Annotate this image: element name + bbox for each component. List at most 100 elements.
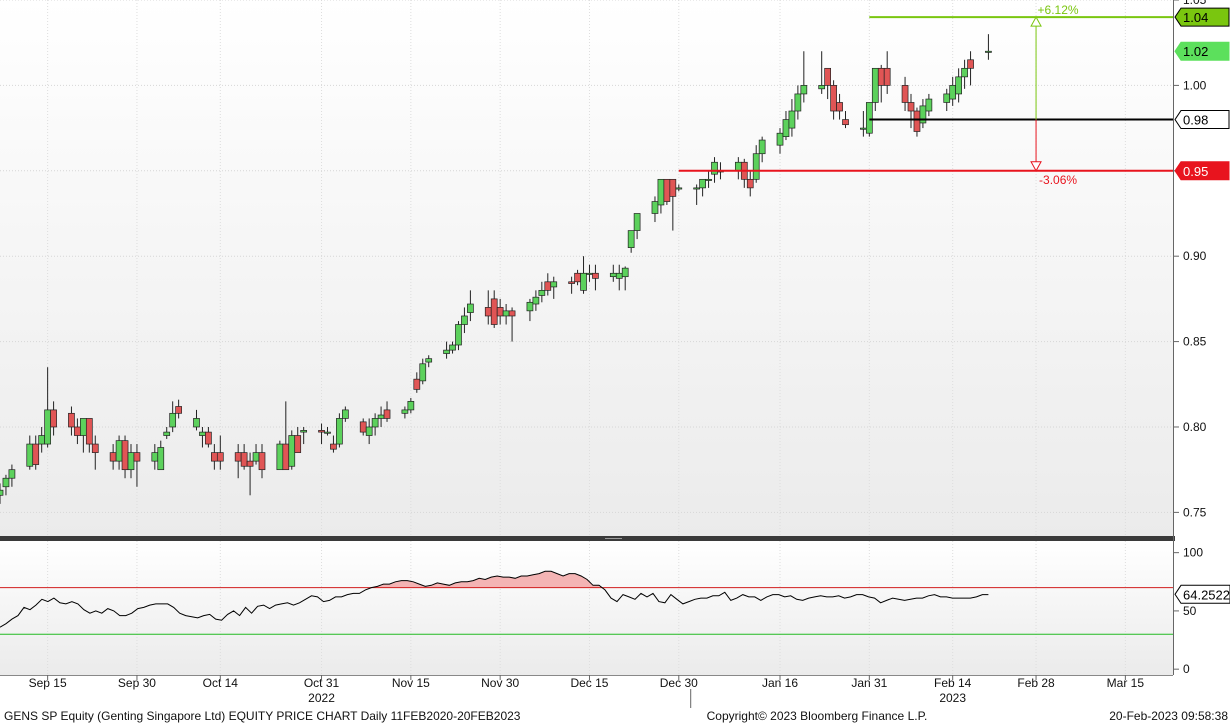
- candle-up: [550, 281, 558, 288]
- price-y-axis: 0.75 0.80 0.85 0.90 0.95 1.00 1.05: [1173, 0, 1207, 519]
- candle-down: [669, 178, 677, 197]
- panel-divider[interactable]: [0, 536, 1175, 541]
- x-tick-label: Feb 28: [1017, 676, 1055, 690]
- candle-up: [776, 132, 784, 146]
- candle-down: [907, 102, 915, 112]
- rsi-y-tick-label: 50: [1183, 604, 1197, 618]
- price-y-tick-label: 1.05: [1183, 0, 1207, 7]
- candle-down: [74, 426, 81, 436]
- candle-up: [818, 85, 826, 90]
- price-y-tick-label: 1.00: [1183, 78, 1207, 92]
- footer-title: GENS SP Equity (Genting Singapore Ltd) E…: [4, 709, 521, 723]
- x-tick-label: Jan 31: [851, 676, 887, 690]
- candle-up: [860, 127, 867, 130]
- candle-down: [359, 421, 367, 433]
- candle-up: [467, 303, 474, 313]
- candle-down: [824, 67, 831, 86]
- candle-down: [383, 409, 391, 419]
- candle-up: [252, 452, 260, 462]
- x-year-label: 2022: [308, 691, 335, 705]
- candle-down: [205, 431, 212, 445]
- price-y-tick-label: 0.85: [1183, 335, 1207, 349]
- candle-up: [425, 358, 433, 363]
- candle-down: [109, 452, 117, 462]
- candle-down: [294, 435, 302, 453]
- candle-up: [711, 161, 718, 175]
- candle-down: [318, 430, 325, 433]
- x-tick-label: Jan 16: [762, 676, 798, 690]
- candle-up: [2, 477, 10, 488]
- rsi-y-axis: 0 50 100: [1173, 546, 1203, 676]
- candle-up: [502, 310, 510, 317]
- candle-up: [407, 401, 415, 411]
- candle-down: [574, 272, 581, 283]
- candle-down: [663, 178, 671, 202]
- candle-up: [675, 187, 683, 190]
- candle-up: [955, 76, 962, 95]
- candle-up: [532, 296, 540, 305]
- candle-down: [240, 452, 248, 467]
- target-tag-box: [1174, 7, 1230, 27]
- candle-up: [705, 178, 712, 181]
- x-tick-label: Sep 15: [29, 676, 67, 690]
- candle-up: [586, 272, 593, 275]
- candle-down: [544, 281, 552, 291]
- candle-up: [871, 67, 879, 103]
- candle-down: [32, 443, 40, 465]
- x-year-label: 2023: [939, 691, 966, 705]
- candle-up: [336, 418, 343, 445]
- rsi-gridlines: [47, 541, 1126, 675]
- candle-up: [621, 267, 629, 278]
- candle-down: [592, 272, 599, 279]
- price-y-tick-label: 0.80: [1183, 420, 1207, 434]
- candle-up: [276, 443, 284, 471]
- candle-up: [365, 426, 373, 436]
- candle-down: [91, 443, 99, 453]
- candle-down: [234, 452, 242, 462]
- candle-up: [800, 85, 808, 95]
- candle-up: [377, 414, 385, 419]
- x-tick-label: Oct 31: [304, 676, 340, 690]
- candle-up: [538, 289, 546, 296]
- candle-down: [216, 452, 224, 462]
- rsi-tag-label: 64.2522: [1183, 587, 1230, 602]
- date-x-axis: Sep 15 Sep 30 Oct 14 Oct 31 Nov 15 Nov 30 Dec …: [29, 675, 1145, 708]
- candle-up: [419, 363, 427, 382]
- candle-up: [752, 153, 760, 180]
- candle-up: [151, 452, 159, 462]
- candle-up: [925, 98, 933, 112]
- candle-up: [580, 272, 587, 291]
- candle-up: [699, 178, 706, 189]
- candle-up: [455, 324, 462, 346]
- candle-down: [211, 452, 218, 462]
- candle-down: [121, 440, 129, 471]
- candle-up: [80, 418, 87, 436]
- candle-up: [609, 272, 617, 278]
- last-price-tag-box: [1174, 41, 1230, 61]
- candle-up: [657, 178, 665, 206]
- candle-up: [342, 409, 349, 419]
- candle-up: [794, 93, 802, 112]
- candle-up: [985, 50, 992, 53]
- candle-up: [199, 431, 206, 436]
- candle-up: [8, 469, 16, 479]
- candle-up: [26, 443, 34, 467]
- footer-timestamp: 20-Feb-2023 09:58:38: [1109, 709, 1228, 723]
- candle-down: [746, 178, 754, 189]
- candle-up: [961, 67, 968, 78]
- rsi-tag-box: [1174, 584, 1230, 604]
- candle-down: [175, 406, 182, 414]
- x-tick-label: Oct 14: [203, 676, 239, 690]
- candle-down: [246, 460, 254, 467]
- x-tick-label: Dec 15: [570, 676, 608, 690]
- candle-down: [508, 310, 516, 317]
- price-panel-background: [0, 0, 1173, 538]
- horizontal-levels: [678, 16, 1173, 172]
- x-tick-label: Mar 15: [1107, 676, 1145, 690]
- last-price-tag-label: 1.02: [1183, 44, 1208, 59]
- candle-up: [38, 435, 46, 445]
- candle-up: [127, 452, 135, 471]
- candle-up: [401, 409, 409, 414]
- candle-down: [330, 443, 337, 450]
